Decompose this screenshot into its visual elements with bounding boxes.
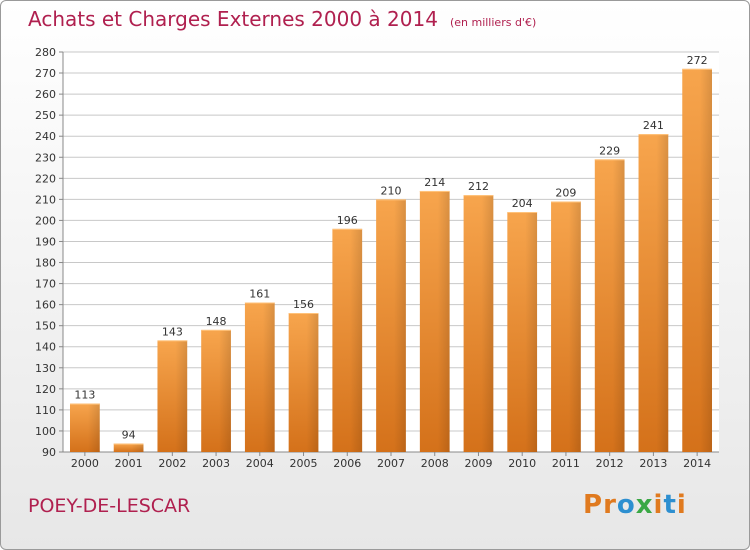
bar-shade: [481, 195, 494, 452]
bar-value-label: 229: [599, 144, 620, 157]
bar-value-label: 210: [381, 184, 402, 197]
x-tick-label: 2011: [552, 457, 580, 470]
y-tick-label: 230: [35, 151, 56, 164]
y-tick-label: 160: [35, 299, 56, 312]
x-tick-label: 2003: [202, 457, 230, 470]
x-tick-label: 2000: [71, 457, 99, 470]
x-tick-label: 2008: [421, 457, 449, 470]
x-tick-label: 2001: [115, 457, 143, 470]
bar-value-label: 272: [687, 54, 708, 67]
y-tick-label: 180: [35, 257, 56, 270]
logo-letter: o: [616, 490, 636, 520]
logo-letter: P: [583, 490, 604, 520]
y-tick-label: 220: [35, 172, 56, 185]
bar-value-label: 148: [206, 315, 227, 328]
bar-value-label: 212: [468, 180, 489, 193]
logo-letter: t: [663, 490, 677, 520]
y-tick-label: 200: [35, 214, 56, 227]
bar-value-label: 214: [424, 176, 445, 189]
y-tick-label: 280: [35, 46, 56, 59]
y-tick-label: 250: [35, 109, 56, 122]
bar-shade: [262, 302, 275, 452]
y-tick-label: 150: [35, 320, 56, 333]
x-tick-label: 2002: [158, 457, 186, 470]
x-tick-label: 2013: [639, 457, 667, 470]
bar-shade: [306, 313, 319, 452]
y-tick-label: 240: [35, 130, 56, 143]
y-tick-label: 130: [35, 362, 56, 375]
place-name: POEY-DE-LESCAR: [28, 495, 191, 517]
bar-value-label: 196: [337, 214, 358, 227]
proxiti-logo: Proxiti: [583, 490, 687, 524]
x-tick-label: 2012: [596, 457, 624, 470]
bar-value-label: 209: [555, 186, 576, 199]
bar-shade: [393, 199, 406, 452]
chart-title: Achats et Charges Externes 2000 à 2014: [28, 7, 438, 31]
logo-letter: i: [676, 490, 687, 520]
bar-value-label: 161: [249, 288, 270, 301]
bar-shade: [700, 68, 713, 452]
y-tick-label: 170: [35, 278, 56, 291]
y-tick-label: 120: [35, 383, 56, 396]
chart-title-group: Achats et Charges Externes 2000 à 2014 (e…: [28, 7, 536, 31]
x-tick-label: 2006: [333, 457, 361, 470]
logo-letter: r: [603, 490, 617, 520]
bar-shade: [175, 340, 188, 452]
bar-shade: [131, 443, 144, 452]
bar-value-label: 241: [643, 119, 664, 132]
bar-value-label: 143: [162, 325, 183, 338]
bar-shade: [219, 329, 231, 452]
chart-subtitle: (en milliers d'€): [449, 16, 537, 29]
bar-shade: [656, 134, 669, 452]
bar-value-label: 94: [122, 429, 136, 442]
y-tick-label: 140: [35, 341, 56, 354]
y-tick-label: 270: [35, 67, 56, 80]
x-tick-label: 2009: [464, 457, 492, 470]
y-tick-label: 100: [35, 425, 56, 438]
bar-shade: [525, 212, 538, 452]
x-tick-label: 2007: [377, 457, 405, 470]
bar-shade: [350, 228, 363, 452]
bar-shade: [612, 159, 625, 453]
logo-letter: i: [653, 490, 664, 520]
bar-value-label: 113: [74, 389, 95, 402]
bar-value-label: 204: [512, 197, 533, 210]
bar-shade: [87, 403, 100, 452]
y-tick-label: 210: [35, 193, 56, 206]
bar-value-label: 156: [293, 298, 314, 311]
logo-letter: x: [635, 490, 654, 520]
x-tick-label: 2005: [290, 457, 318, 470]
bar-shade: [568, 201, 581, 452]
bar: [113, 443, 144, 452]
x-tick-label: 2004: [246, 457, 274, 470]
x-tick-label: 2010: [508, 457, 536, 470]
y-tick-label: 190: [35, 235, 56, 248]
bar-shade: [437, 190, 450, 452]
y-tick-label: 110: [35, 404, 56, 417]
x-tick-label: 2014: [683, 457, 711, 470]
y-tick-label: 260: [35, 88, 56, 101]
y-tick-label: 90: [42, 446, 56, 459]
